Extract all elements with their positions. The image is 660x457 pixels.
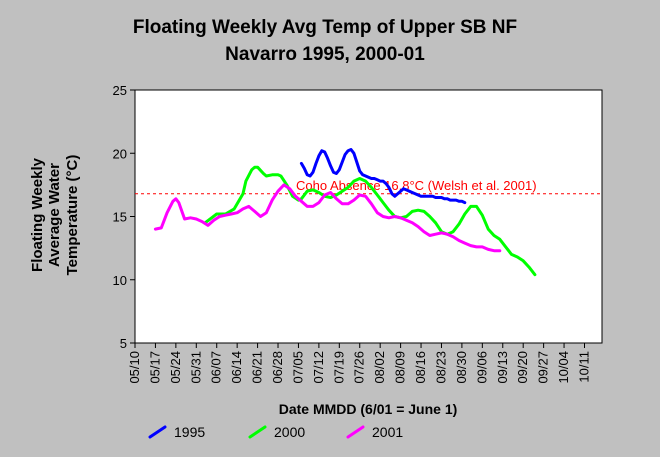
legend-item-2000: 2000 <box>248 424 305 440</box>
x-tick-label: 10/04 <box>556 351 571 384</box>
x-tick-label: 07/26 <box>352 351 367 384</box>
x-tick-label: 08/02 <box>372 351 387 384</box>
x-tick-label: 05/24 <box>168 351 183 384</box>
y-tick-label: 10 <box>113 273 127 288</box>
x-tick-label: 09/27 <box>536 351 551 384</box>
chart-title-line-1: Floating Weekly Avg Temp of Upper SB NF <box>133 17 517 38</box>
chart-title-line-2: Navarro 1995, 2000-01 <box>225 44 425 65</box>
y-axis-title: Floating Weekly Average Water Temperatur… <box>29 155 81 276</box>
y-tick-label: 15 <box>113 210 127 225</box>
plot-area <box>134 89 603 344</box>
legend-label: 1995 <box>174 424 205 440</box>
x-tick-label: 08/16 <box>413 351 428 384</box>
x-tick-label: 07/12 <box>311 351 326 384</box>
series-group <box>153 148 537 277</box>
x-tick-label: 06/14 <box>229 351 244 384</box>
y-tick-label: 20 <box>113 146 127 161</box>
series-line-2000 <box>203 165 537 277</box>
reference-line-label: Coho Absence 16.8°C (Welsh et al. 2001) <box>296 178 537 193</box>
y-tick-label: 5 <box>120 336 127 351</box>
x-axis: 05/10 05/17 05/24 05/31 06/07 06/14 06/21 06/28… <box>127 343 591 384</box>
legend-item-1995: 1995 <box>148 424 205 440</box>
legend-item-2001: 2001 <box>346 424 403 440</box>
reference-line-group: Coho Absence 16.8°C (Welsh et al. 2001) <box>135 178 602 195</box>
series-line-2001 <box>153 183 502 253</box>
legend-label: 2001 <box>372 424 403 440</box>
x-tick-label: 10/11 <box>576 351 591 383</box>
x-tick-label: 09/13 <box>495 351 510 384</box>
series-line-1995 <box>299 148 467 205</box>
x-tick-label: 05/31 <box>188 351 203 384</box>
x-tick-label: 05/10 <box>127 351 142 384</box>
x-tick-label: 08/23 <box>433 351 448 384</box>
x-tick-label: 06/21 <box>250 351 265 384</box>
x-tick-label: 08/09 <box>393 351 408 384</box>
y-axis-title-line-1: Floating Weekly <box>29 157 46 272</box>
legend-swatch <box>248 425 267 439</box>
legend: 1995 2000 2001 <box>148 424 403 440</box>
x-tick-label: 07/19 <box>331 351 346 384</box>
legend-label: 2000 <box>274 424 305 440</box>
x-tick-label: 08/30 <box>454 351 469 384</box>
x-axis-title: Date MMDD (6/01 = June 1) <box>279 401 458 417</box>
y-tick-label: 25 <box>113 83 127 98</box>
y-axis-title-line-3: Temperature (°C) <box>64 155 81 276</box>
y-axis: 5 10 15 20 25 <box>113 83 135 351</box>
x-tick-label: 09/20 <box>515 351 530 384</box>
legend-swatch <box>346 425 365 439</box>
x-tick-label: 07/05 <box>290 351 305 384</box>
x-tick-label: 05/17 <box>147 351 162 384</box>
x-tick-label: 06/07 <box>209 351 224 384</box>
x-tick-label: 09/06 <box>474 351 489 384</box>
x-tick-label: 06/28 <box>270 351 285 384</box>
y-axis-title-line-2: Average Water <box>46 163 63 267</box>
legend-swatch <box>148 425 167 439</box>
